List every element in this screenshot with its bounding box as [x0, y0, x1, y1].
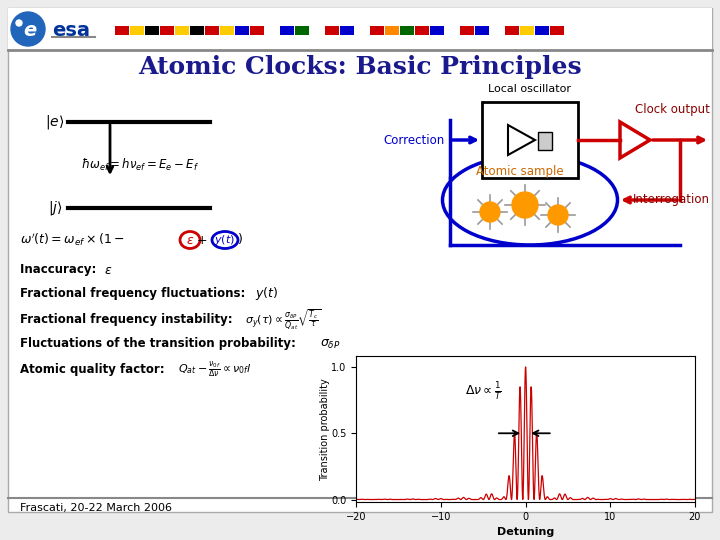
Bar — [190, 26, 204, 35]
Text: Atomic Clocks: Basic Principles: Atomic Clocks: Basic Principles — [138, 55, 582, 79]
Text: Atomic quality factor:: Atomic quality factor: — [20, 363, 168, 376]
Y-axis label: Transition probability: Transition probability — [320, 378, 330, 481]
Bar — [310, 26, 324, 35]
Bar — [160, 26, 174, 35]
Bar — [265, 26, 279, 35]
Bar — [325, 26, 339, 35]
Text: Interrogation: Interrogation — [633, 193, 710, 206]
Text: Frascati, 20-22 March 2006: Frascati, 20-22 March 2006 — [20, 503, 172, 513]
Text: ): ) — [238, 233, 243, 246]
Bar — [250, 26, 264, 35]
Text: $\varepsilon$: $\varepsilon$ — [104, 264, 112, 276]
Circle shape — [11, 12, 45, 46]
Text: $\Delta\nu \propto \frac{1}{T}$: $\Delta\nu \propto \frac{1}{T}$ — [464, 380, 502, 402]
Bar — [145, 26, 159, 35]
Bar — [400, 26, 414, 35]
Bar — [130, 26, 144, 35]
Text: esa: esa — [52, 21, 90, 39]
Bar — [8, 8, 712, 50]
Text: $\varepsilon$: $\varepsilon$ — [186, 233, 194, 246]
Bar — [115, 26, 129, 35]
Bar — [460, 26, 474, 35]
Text: $Q_{at} - \frac{\nu_{0f}}{\Delta\nu} \propto \nu_{0f} l$: $Q_{at} - \frac{\nu_{0f}}{\Delta\nu} \pr… — [178, 360, 251, 380]
Circle shape — [548, 205, 568, 225]
Circle shape — [16, 20, 22, 26]
Text: $\sigma_{\delta P}$: $\sigma_{\delta P}$ — [320, 338, 341, 350]
Bar — [205, 26, 219, 35]
Bar — [550, 26, 564, 35]
Bar — [340, 26, 354, 35]
Text: $\hbar\omega_{ef} = h\nu_{ef} = E_e - E_f$: $\hbar\omega_{ef} = h\nu_{ef} = E_e - E_… — [81, 157, 199, 173]
Text: +: + — [197, 233, 207, 246]
Bar — [175, 26, 189, 35]
Bar — [535, 26, 549, 35]
Bar — [482, 102, 578, 178]
Circle shape — [512, 192, 538, 218]
Bar — [430, 26, 444, 35]
Ellipse shape — [443, 155, 618, 245]
Text: Clock output: Clock output — [635, 104, 710, 117]
Text: Fluctuations of the transition probability:: Fluctuations of the transition probabili… — [20, 338, 300, 350]
Text: e: e — [23, 21, 37, 39]
Text: $y(t)$: $y(t)$ — [255, 286, 279, 302]
Bar — [280, 26, 294, 35]
Bar — [370, 26, 384, 35]
Text: Local oscillator: Local oscillator — [488, 84, 572, 94]
Bar — [235, 26, 249, 35]
Text: $\omega'(t) = \omega_{ef} \times (1 -$: $\omega'(t) = \omega_{ef} \times (1 -$ — [20, 232, 125, 248]
Bar — [475, 26, 489, 35]
Bar — [385, 26, 399, 35]
Bar — [520, 26, 534, 35]
X-axis label: Detuning: Detuning — [497, 528, 554, 537]
Circle shape — [480, 202, 500, 222]
Text: Inaccuracy:: Inaccuracy: — [20, 264, 101, 276]
Text: $|e\rangle$: $|e\rangle$ — [45, 113, 65, 131]
Text: Fractional frequency fluctuations:: Fractional frequency fluctuations: — [20, 287, 250, 300]
Bar — [415, 26, 429, 35]
Text: Atomic sample: Atomic sample — [476, 165, 564, 179]
Bar — [538, 132, 552, 150]
Bar — [490, 26, 504, 35]
Bar — [445, 26, 459, 35]
Text: Correction: Correction — [384, 133, 445, 146]
Text: $y(t)$: $y(t)$ — [215, 233, 235, 247]
Bar — [295, 26, 309, 35]
Text: $|j\rangle$: $|j\rangle$ — [48, 199, 63, 217]
Bar — [505, 26, 519, 35]
Text: $\sigma_y(\tau) \propto \frac{\sigma_{\delta P}}{Q_{at}} \sqrt{\frac{T_c}{\tau}}: $\sigma_y(\tau) \propto \frac{\sigma_{\d… — [245, 308, 322, 332]
Bar — [355, 26, 369, 35]
Bar — [220, 26, 234, 35]
Text: Fractional frequency instability:: Fractional frequency instability: — [20, 314, 237, 327]
